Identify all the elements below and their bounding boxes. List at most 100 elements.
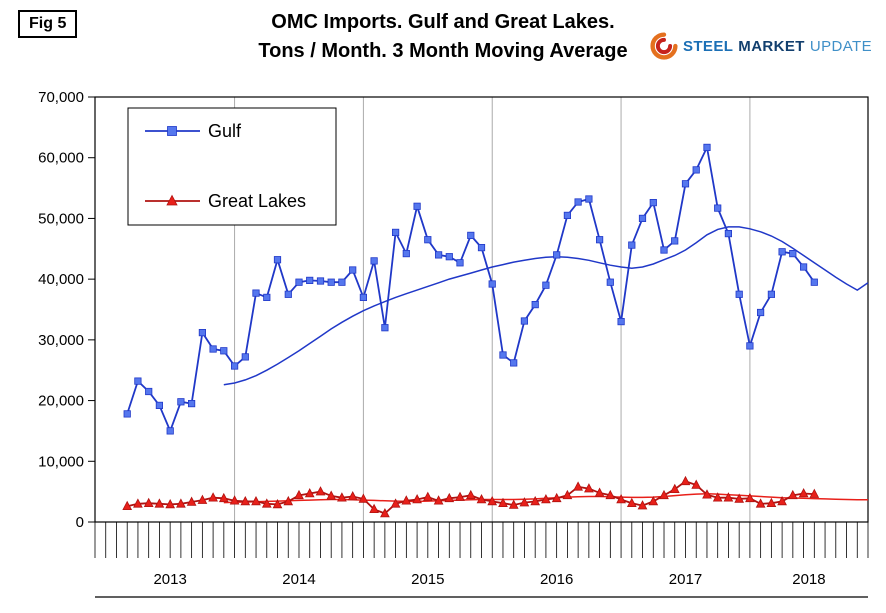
data-point-great-lakes <box>541 494 551 504</box>
data-point-great-lakes <box>197 494 208 504</box>
data-point-great-lakes <box>669 483 680 494</box>
y-axis-label: 20,000 <box>38 393 84 410</box>
data-point-gulf <box>123 410 131 418</box>
data-point-great-lakes <box>326 490 337 500</box>
data-point-great-lakes <box>584 483 594 493</box>
data-point-great-lakes <box>723 492 734 502</box>
data-point-great-lakes <box>734 493 745 503</box>
y-axis-label: 70,000 <box>38 89 84 106</box>
chart-title-line1: OMC Imports. Gulf and Great Lakes. <box>271 11 615 33</box>
y-axis-label: 50,000 <box>38 210 84 227</box>
data-point-great-lakes <box>626 497 637 508</box>
data-point-gulf <box>510 359 518 367</box>
x-axis-year-label: 2018 <box>792 571 825 588</box>
data-point-gulf <box>145 387 153 396</box>
data-point-gulf <box>649 198 657 207</box>
data-point-great-lakes <box>745 492 755 503</box>
data-point-gulf <box>209 345 217 353</box>
data-point-great-lakes <box>186 496 197 506</box>
data-point-gulf <box>166 427 174 435</box>
data-point-gulf <box>767 290 776 298</box>
chart-title: OMC Imports. Gulf and Great Lakes. Tons … <box>0 8 886 66</box>
data-point-great-lakes <box>519 497 530 507</box>
data-point-great-lakes <box>154 498 165 508</box>
legend-label-gulf: Gulf <box>208 121 242 141</box>
data-point-gulf <box>177 398 185 406</box>
data-point-gulf <box>381 324 389 332</box>
y-axis-label: 60,000 <box>38 150 84 167</box>
smu-logo: STEEL MARKET UPDATE <box>643 32 872 60</box>
data-point-gulf <box>671 237 679 245</box>
data-point-gulf <box>692 166 700 174</box>
data-point-gulf <box>134 377 142 385</box>
data-point-gulf <box>703 143 711 151</box>
data-point-great-lakes <box>218 492 229 503</box>
data-point-great-lakes <box>122 500 133 511</box>
data-point-gulf <box>391 228 400 236</box>
y-axis-label: 40,000 <box>38 271 84 288</box>
data-point-great-lakes <box>809 488 820 498</box>
data-point-gulf <box>606 278 614 286</box>
data-point-gulf <box>273 256 282 264</box>
data-point-gulf <box>628 241 636 249</box>
data-point-gulf <box>789 249 797 258</box>
data-point-gulf <box>531 300 539 309</box>
data-point-great-lakes <box>337 492 347 502</box>
legend-marker-gulf <box>167 126 177 136</box>
y-axis-label: 0 <box>76 514 84 531</box>
data-point-gulf <box>456 259 464 267</box>
data-point-gulf <box>198 328 206 337</box>
data-point-gulf <box>252 289 260 297</box>
data-point-gulf <box>681 180 690 188</box>
y-axis-label: 30,000 <box>38 332 84 349</box>
trend-line-gulf <box>223 226 869 386</box>
data-point-gulf <box>241 353 249 361</box>
x-axis-year-label: 2014 <box>282 571 315 588</box>
data-point-great-lakes <box>508 499 519 509</box>
data-point-great-lakes <box>551 492 562 503</box>
data-point-gulf <box>499 351 507 359</box>
data-point-gulf <box>155 401 163 410</box>
data-point-gulf <box>520 317 529 325</box>
data-point-gulf <box>574 198 582 206</box>
data-point-gulf <box>445 253 453 261</box>
data-point-gulf <box>187 399 196 408</box>
data-point-great-lakes <box>422 491 433 501</box>
data-point-great-lakes <box>272 498 283 509</box>
data-point-gulf <box>467 231 475 239</box>
data-point-great-lakes <box>659 489 669 500</box>
data-point-great-lakes <box>680 475 691 486</box>
data-point-great-lakes <box>240 495 251 506</box>
data-point-great-lakes <box>712 492 723 502</box>
data-point-great-lakes <box>304 488 315 498</box>
data-point-gulf <box>284 290 292 298</box>
data-point-great-lakes <box>176 498 186 508</box>
logo-word-market: MARKET <box>738 37 805 55</box>
data-point-great-lakes <box>165 498 176 509</box>
data-point-great-lakes <box>444 492 455 503</box>
legend-box <box>127 107 337 226</box>
data-point-gulf <box>735 290 743 298</box>
data-point-gulf <box>295 278 303 286</box>
data-point-gulf <box>596 236 604 244</box>
legend-label-great-lakes: Great Lakes <box>208 191 306 211</box>
data-point-gulf <box>778 248 786 256</box>
data-point-great-lakes <box>755 498 766 508</box>
data-point-great-lakes <box>562 489 573 500</box>
data-point-gulf <box>714 204 722 212</box>
data-point-great-lakes <box>229 495 240 505</box>
data-point-gulf <box>477 243 486 252</box>
figure-label: Fig 5 <box>18 10 78 38</box>
y-axis-label: 10,000 <box>38 453 84 470</box>
data-point-great-lakes <box>766 497 777 508</box>
data-point-gulf <box>724 229 733 238</box>
data-point-great-lakes <box>455 491 465 501</box>
smu-swirl-icon <box>650 32 678 60</box>
data-point-great-lakes <box>594 487 605 497</box>
data-point-great-lakes <box>487 495 498 506</box>
data-point-great-lakes <box>465 489 476 500</box>
data-point-gulf <box>434 251 443 259</box>
data-point-gulf <box>230 362 239 370</box>
